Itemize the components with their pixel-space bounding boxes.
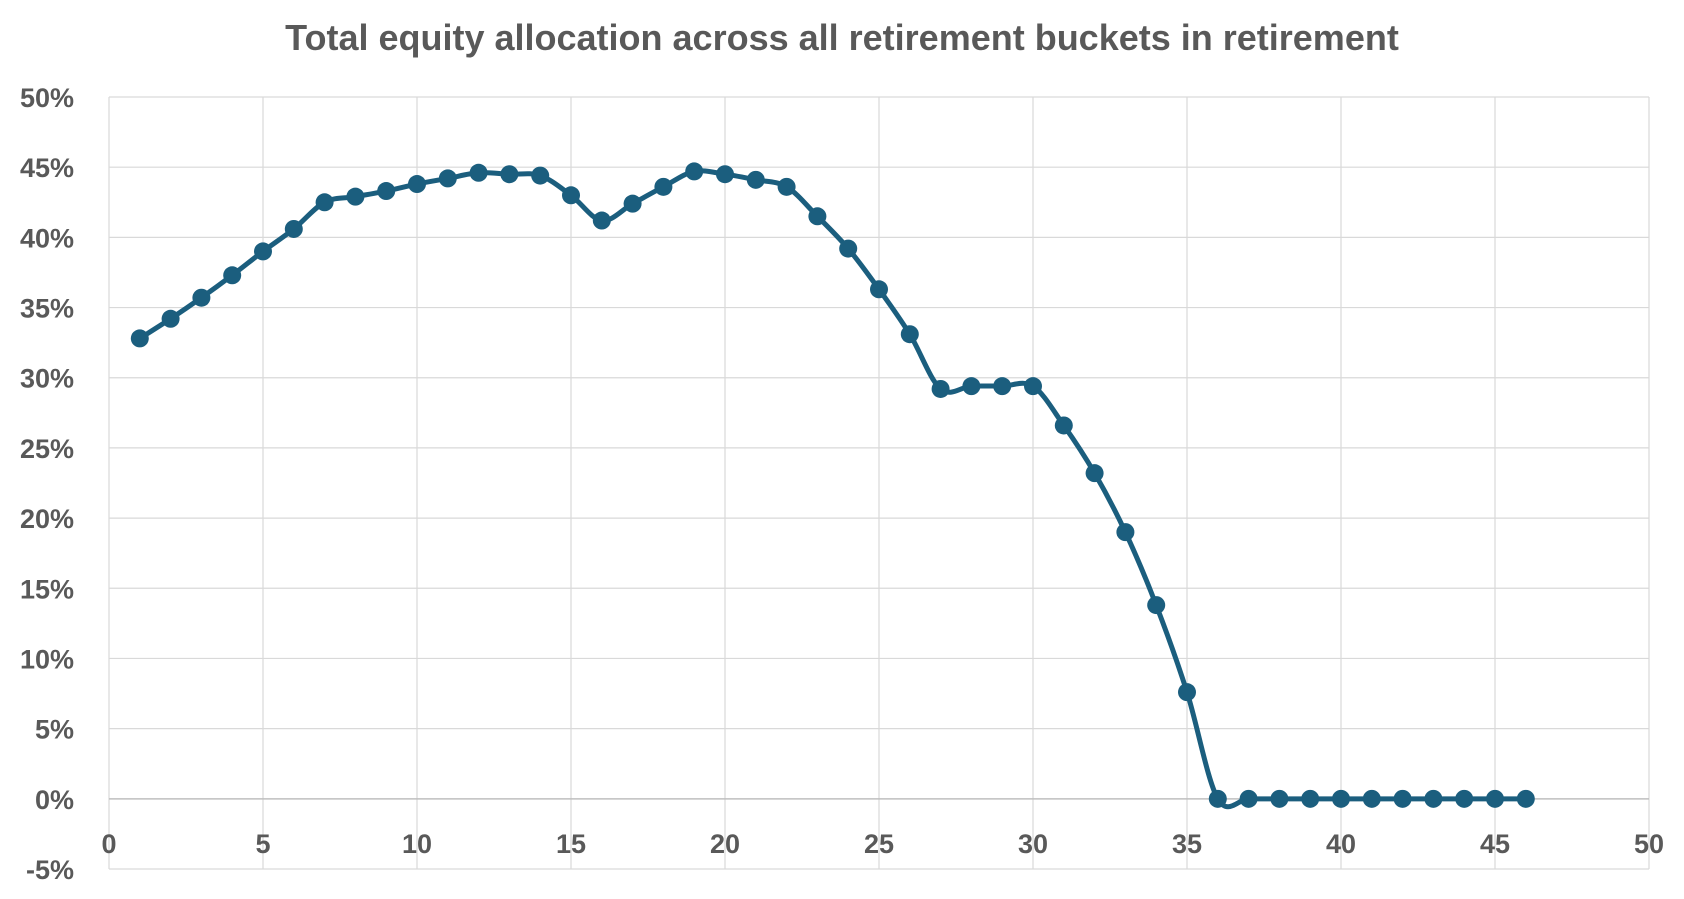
data-point — [1208, 789, 1227, 808]
data-point — [192, 288, 211, 307]
data-point — [839, 239, 858, 258]
y-tick-label: -5% — [26, 855, 74, 885]
data-point — [223, 266, 242, 285]
data-point — [1116, 523, 1135, 542]
y-tick-label: 25% — [20, 434, 74, 464]
gridlines — [108, 96, 1650, 870]
data-point — [284, 219, 303, 238]
data-point — [1178, 683, 1196, 702]
data-point — [377, 182, 396, 201]
y-tick-label: 20% — [20, 504, 74, 534]
chart-title: Total equity allocation across all retir… — [285, 17, 1399, 58]
data-point — [1332, 789, 1350, 808]
series-line — [137, 168, 1529, 810]
data-point — [1486, 789, 1504, 808]
data-point — [1085, 464, 1104, 483]
x-tick-label: 15 — [556, 829, 586, 859]
series-layer — [130, 162, 1535, 810]
y-tick-label: 5% — [35, 715, 74, 745]
data-point — [900, 325, 919, 344]
y-tick-label: 40% — [20, 223, 74, 253]
data-point — [777, 177, 796, 196]
data-point — [1393, 789, 1412, 808]
data-point — [562, 186, 580, 205]
data-point — [993, 377, 1012, 396]
x-tick-label: 5 — [255, 829, 270, 859]
data-point — [408, 175, 426, 194]
y-tick-label: 45% — [20, 153, 74, 183]
data-point — [1239, 789, 1258, 808]
data-point — [438, 169, 457, 188]
data-point — [469, 163, 488, 182]
data-point — [1424, 789, 1443, 808]
data-point — [1024, 377, 1042, 396]
x-tick-label: 45 — [1480, 829, 1510, 859]
data-point — [746, 170, 765, 189]
data-point — [808, 207, 827, 226]
data-point — [346, 187, 365, 206]
y-tick-label: 10% — [20, 644, 74, 674]
x-tick-label: 10 — [402, 829, 432, 859]
x-tick-label: 0 — [101, 829, 116, 859]
y-tick-label: 30% — [20, 364, 74, 394]
data-point — [592, 211, 611, 230]
data-point — [531, 166, 550, 185]
x-tick-label: 20 — [710, 829, 740, 859]
y-tick-label: 50% — [20, 83, 74, 113]
data-point — [1455, 789, 1474, 808]
data-point — [931, 379, 950, 398]
x-tick-label: 50 — [1634, 829, 1664, 859]
data-point — [870, 280, 888, 299]
y-tick-label: 35% — [20, 294, 74, 324]
data-point — [1516, 789, 1535, 808]
data-point — [1054, 416, 1073, 435]
y-tick-label: 0% — [35, 785, 74, 815]
data-point — [1301, 789, 1320, 808]
data-point — [962, 377, 981, 396]
x-tick-label: 25 — [864, 829, 894, 859]
data-point — [685, 162, 704, 181]
x-tick-label: 40 — [1326, 829, 1356, 859]
data-point — [654, 177, 673, 196]
data-point — [716, 165, 734, 184]
x-tick-label: 35 — [1172, 829, 1202, 859]
data-point — [1270, 789, 1289, 808]
data-point — [500, 165, 519, 184]
data-point — [1362, 789, 1381, 808]
data-point — [1147, 596, 1166, 615]
data-point — [130, 329, 149, 348]
data-point — [161, 309, 180, 328]
y-tick-label: 15% — [20, 574, 74, 604]
data-point — [623, 194, 642, 213]
axes: 0 5 10 15 20 25 30 35 40 45 50 -5% 0% 5% 10% 15% 20% 25% 3… — [20, 83, 1664, 885]
data-point — [254, 242, 272, 261]
x-tick-label: 30 — [1018, 829, 1048, 859]
data-point — [315, 193, 334, 212]
